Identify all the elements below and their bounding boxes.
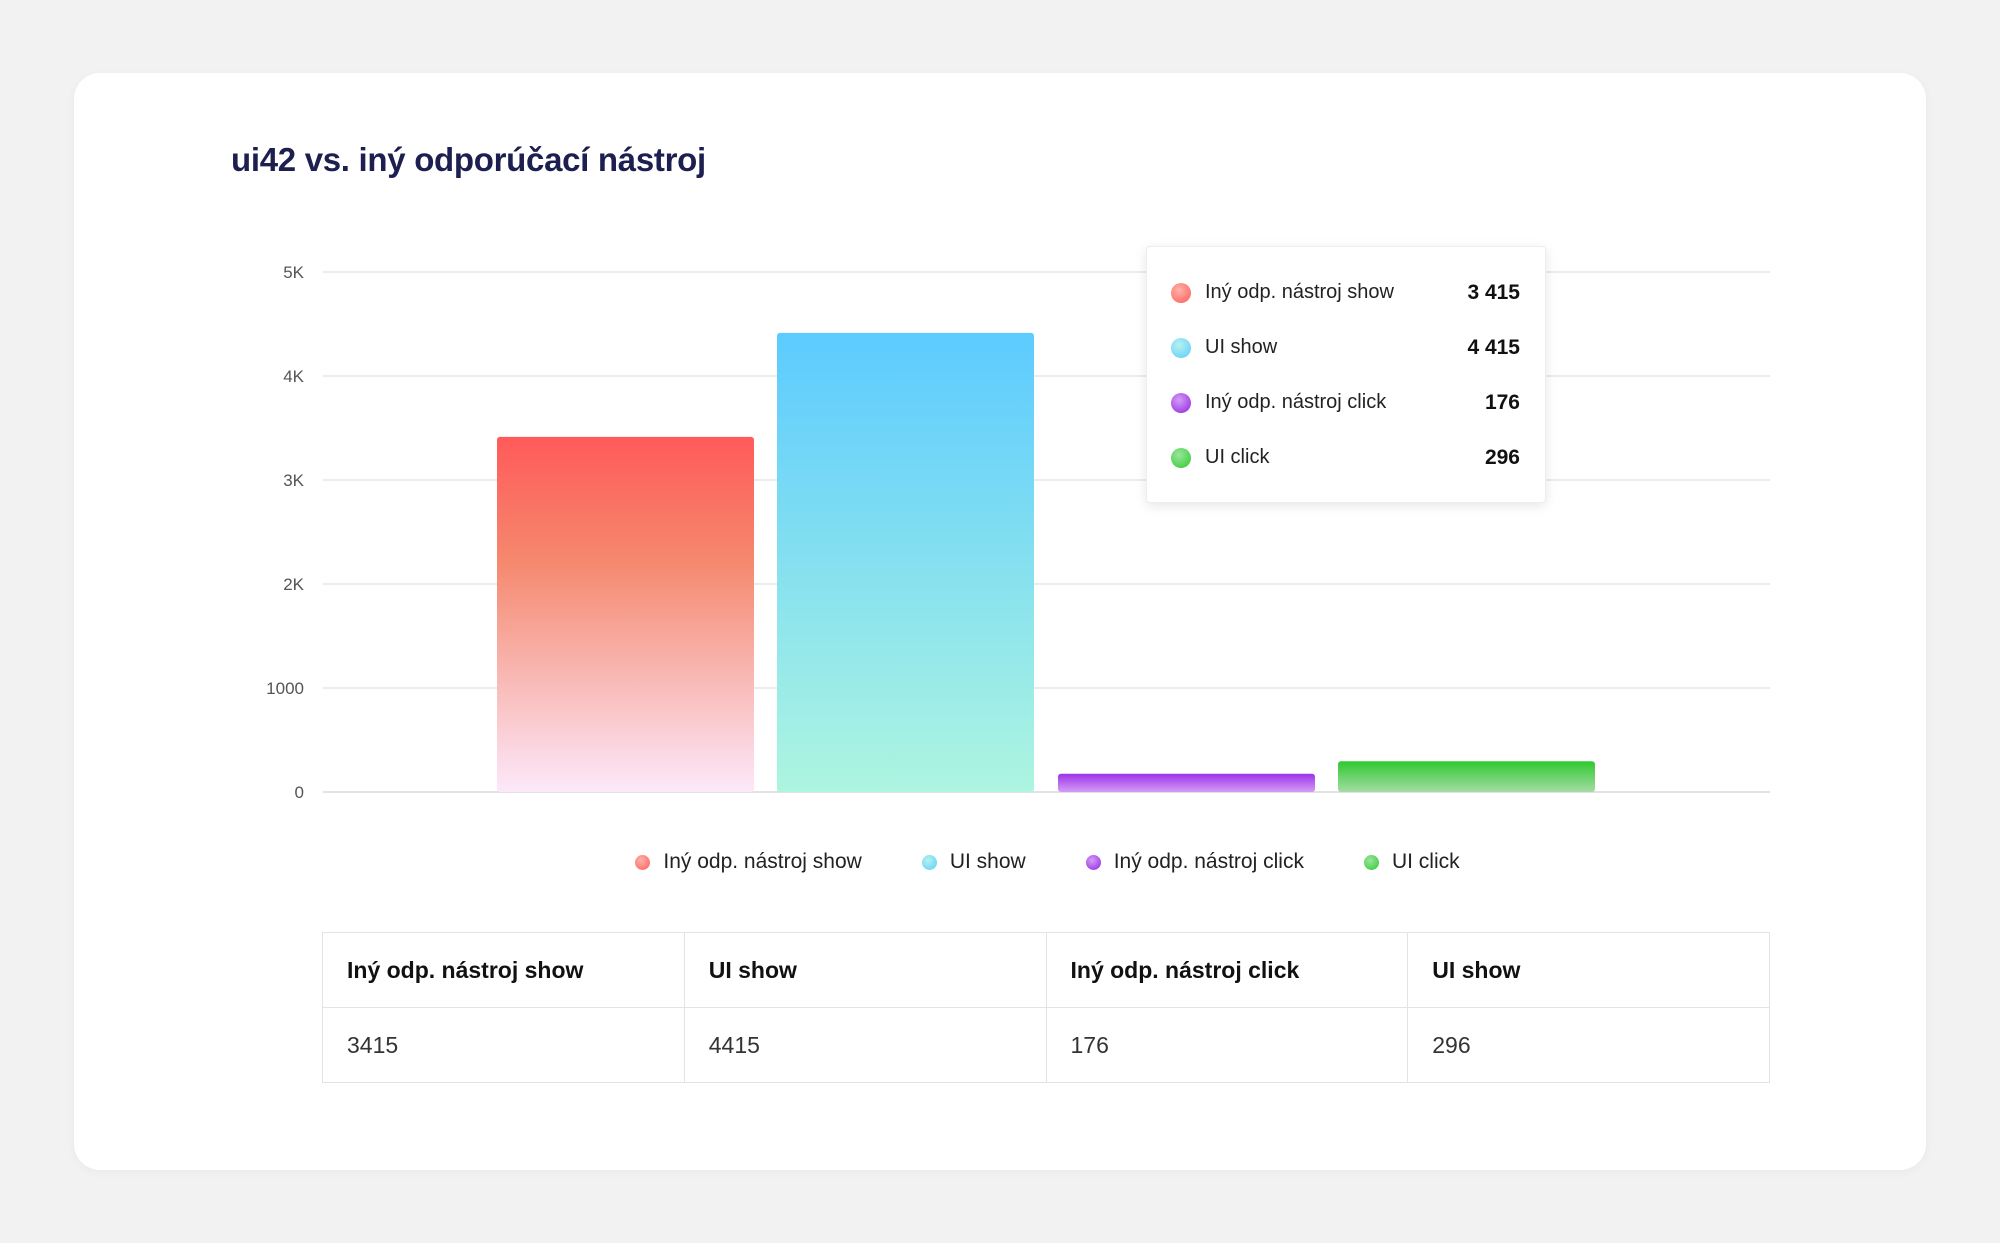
table-header-cell: Iný odp. nástroj click [1045, 932, 1409, 1008]
series-dot-icon [1171, 337, 1191, 358]
legend-label: Iný odp. nástroj show [663, 850, 862, 873]
bar-0[interactable] [497, 436, 754, 792]
chart-tooltip: Iný odp. nástroj show 3 415 UI show 4 41… [1146, 246, 1546, 503]
series-dot-icon [1171, 392, 1191, 413]
legend-dot-icon [635, 854, 651, 870]
tooltip-row: Iný odp. nástroj show 3 415 [1171, 265, 1520, 320]
legend-item[interactable]: UI click [1363, 850, 1460, 874]
y-tick-label: 5K [283, 263, 304, 282]
table-cell: 176 [1045, 1007, 1409, 1083]
bar-2[interactable] [1058, 773, 1315, 792]
table-header-cell: Iný odp. nástroj show [322, 932, 685, 1008]
table-header-cell: UI show [683, 932, 1047, 1008]
tooltip-row: UI show 4 415 [1171, 320, 1520, 375]
tooltip-value: 296 [1484, 445, 1520, 469]
bar-3[interactable] [1338, 761, 1595, 792]
legend-label: UI show [949, 850, 1026, 873]
series-dot-icon [1171, 447, 1191, 468]
data-table: Iný odp. nástroj show UI show Iný odp. n… [322, 932, 1770, 1083]
tooltip-value: 4 415 [1467, 335, 1520, 359]
tooltip-label: UI show [1205, 336, 1278, 358]
legend-label: Iný odp. nástroj click [1113, 850, 1304, 873]
legend-label: UI click [1391, 850, 1460, 873]
tooltip-row: UI click 296 [1171, 430, 1520, 485]
table-row: 3415 4415 176 296 [322, 1007, 1770, 1083]
y-tick-label: 4K [283, 367, 304, 386]
tooltip-label: Iný odp. nástroj show [1205, 281, 1394, 303]
table-cell: 296 [1407, 1007, 1770, 1083]
table-header-cell: UI show [1407, 932, 1770, 1008]
table-cell: 3415 [322, 1007, 685, 1083]
legend-dot-icon [1363, 854, 1379, 870]
tooltip-value: 3 415 [1467, 280, 1520, 304]
legend-item[interactable]: Iný odp. nástroj click [1085, 850, 1304, 874]
legend-dot-icon [921, 854, 937, 870]
chart-title: ui42 vs. iný odporúčací nástroj [231, 141, 706, 178]
legend-item[interactable]: Iný odp. nástroj show [635, 850, 862, 874]
y-tick-label: 0 [295, 783, 304, 802]
y-tick-label: 1000 [266, 679, 304, 698]
series-dot-icon [1171, 282, 1191, 303]
chart-legend: Iný odp. nástroj show UI show Iný odp. n… [0, 850, 2000, 874]
table-cell: 4415 [683, 1007, 1047, 1083]
y-tick-label: 3K [283, 471, 304, 490]
legend-item[interactable]: UI show [921, 850, 1026, 874]
tooltip-label: UI click [1205, 446, 1270, 468]
legend-dot-icon [1085, 854, 1101, 870]
table-header-row: Iný odp. nástroj show UI show Iný odp. n… [322, 932, 1770, 1008]
tooltip-label: Iný odp. nástroj click [1205, 391, 1387, 413]
bar-1[interactable] [777, 332, 1034, 792]
tooltip-value: 176 [1484, 390, 1520, 414]
y-tick-label: 2K [283, 575, 304, 594]
tooltip-row: Iný odp. nástroj click 176 [1171, 375, 1520, 430]
